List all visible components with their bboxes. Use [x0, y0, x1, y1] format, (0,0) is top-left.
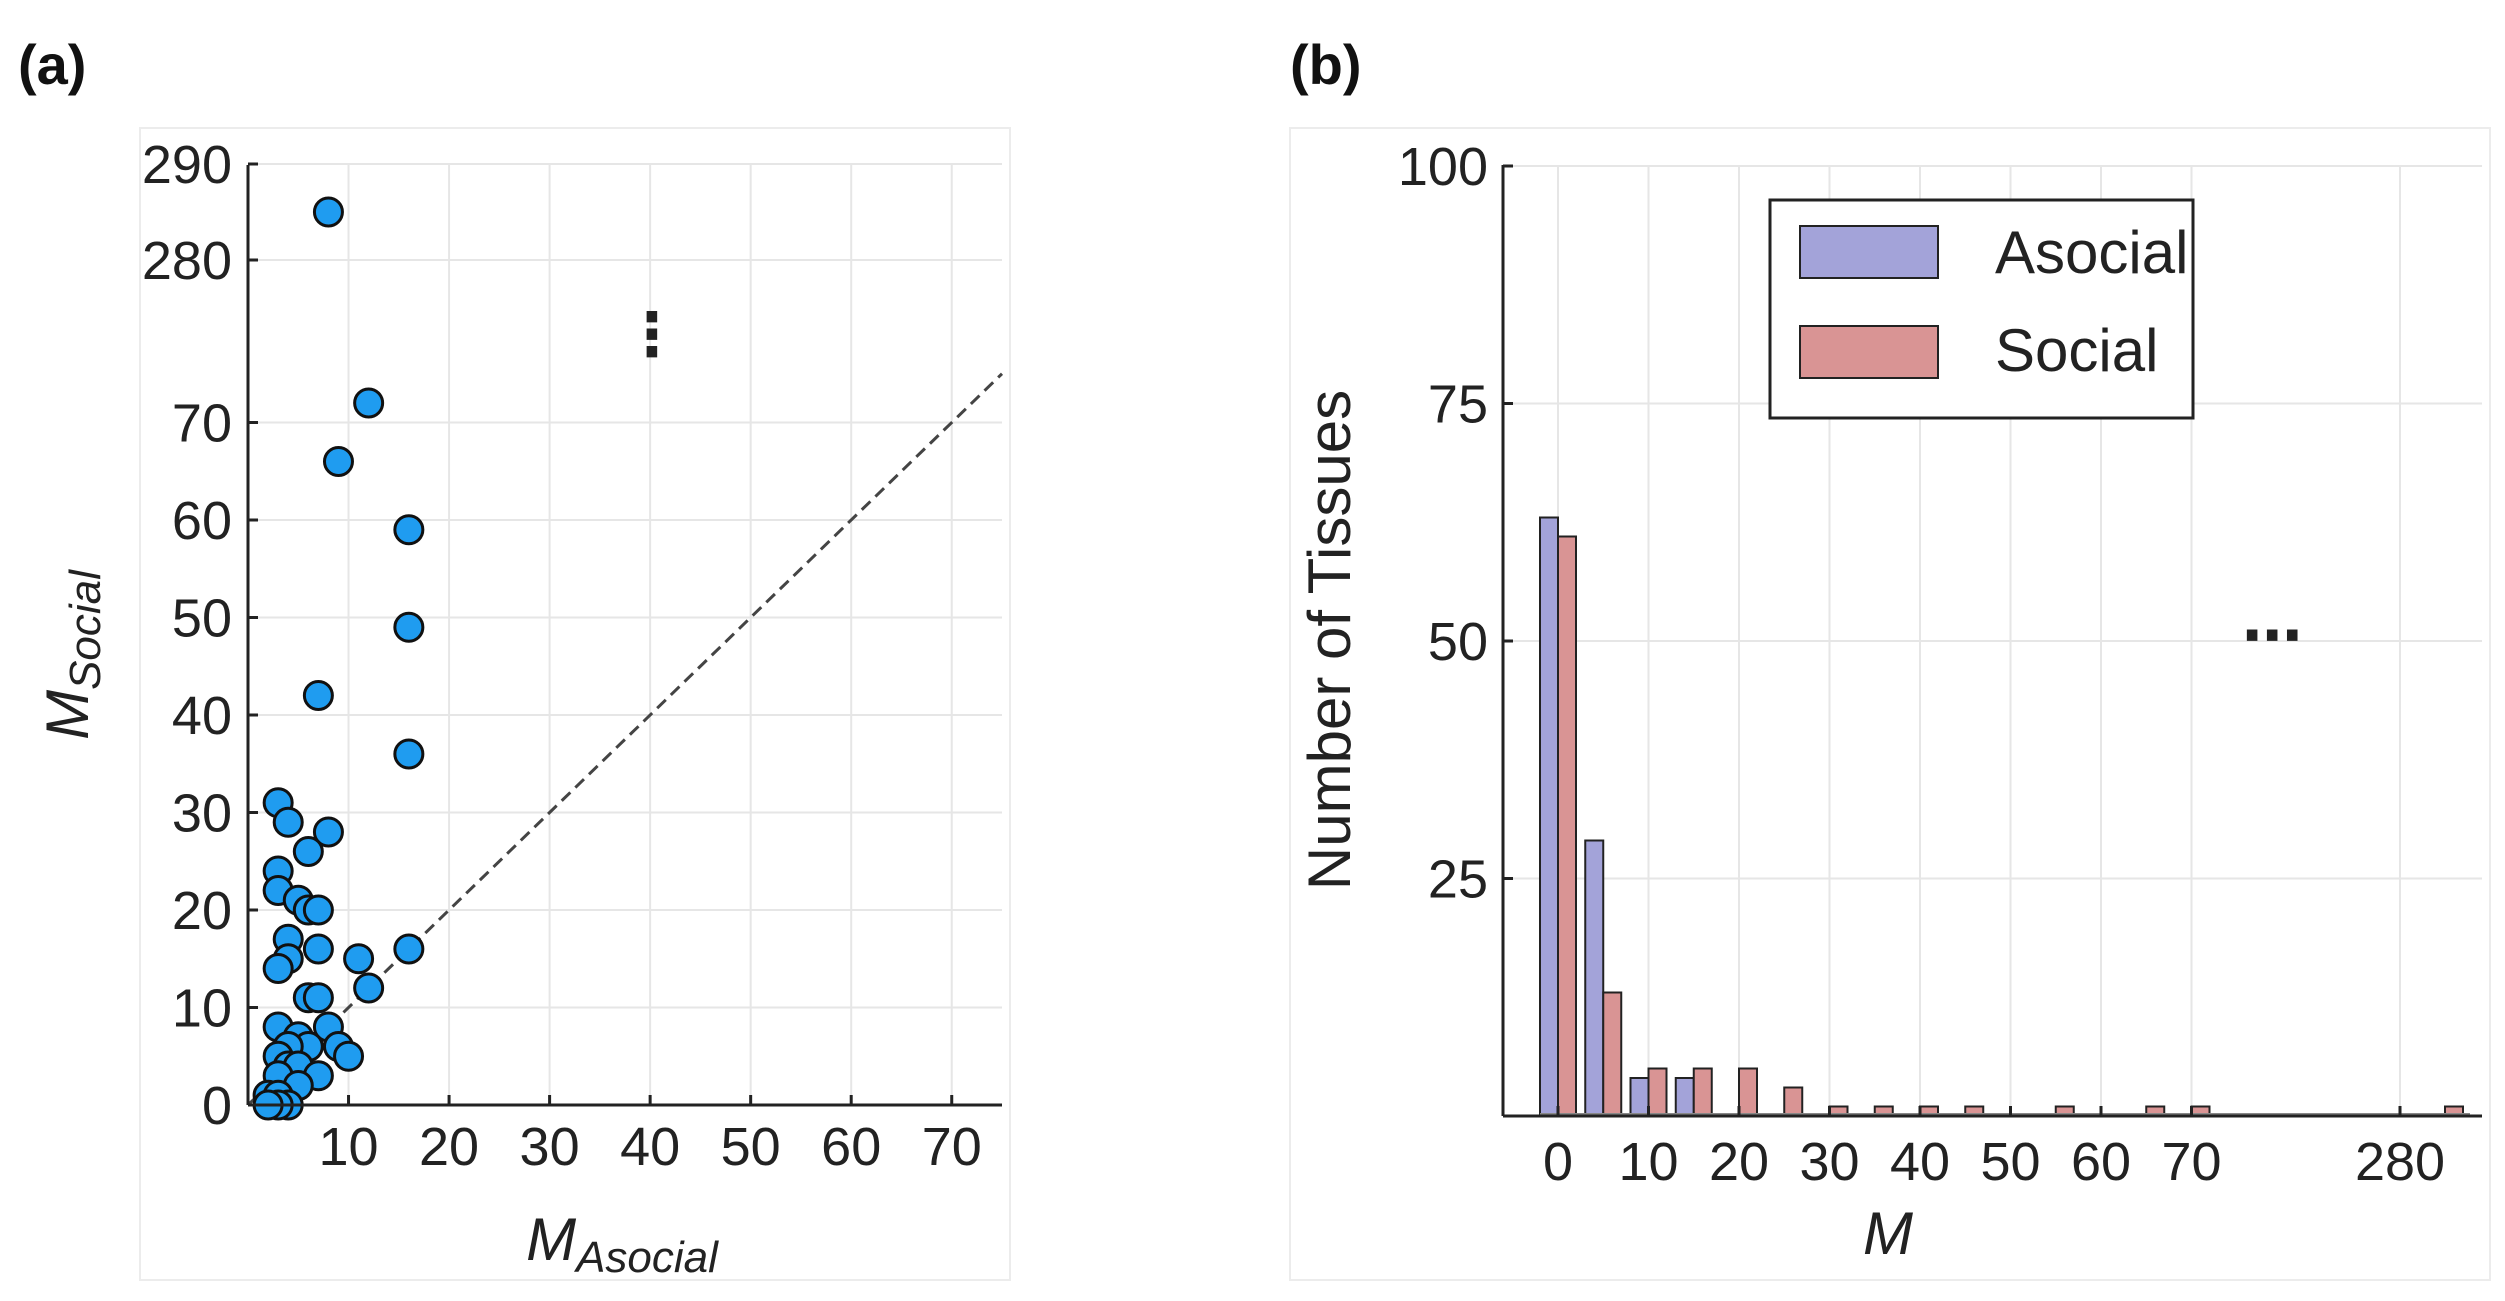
bar-social — [1692, 1067, 1713, 1117]
x-tick-label-b: 0 — [1543, 1132, 1573, 1192]
scatter-point — [353, 387, 385, 419]
x-axis-title-b: M — [1863, 1200, 1913, 1267]
bar-social — [1738, 1067, 1758, 1117]
scatter-point — [302, 680, 334, 711]
legend-label-asocial: Asocial — [1995, 219, 2188, 286]
x-tick-label-b: 70 — [2161, 1132, 2221, 1192]
bar-social — [1647, 1067, 1668, 1117]
x-axis-title-a-sub: Asocial — [573, 1233, 719, 1282]
x-tick-label-b: 280 — [2355, 1132, 2445, 1192]
y-tick-label-b: 50 — [1428, 612, 1488, 672]
x-axis-title-a-main: M — [526, 1206, 576, 1273]
y-tick-label-a: 40 — [172, 686, 232, 746]
scatter-point — [343, 943, 375, 975]
bar-asocial — [1674, 1077, 1695, 1117]
x-tick-label-b: 50 — [1980, 1132, 2040, 1192]
x-tick-labels-b: 0 10 20 30 40 50 60 70 280 — [1543, 1106, 2445, 1192]
legend-label-social: Social — [1995, 317, 2158, 384]
scatter-point — [272, 806, 304, 838]
x-tick-label-b: 40 — [1890, 1132, 1950, 1192]
y-tick-label-a: 0 — [202, 1076, 232, 1136]
panel-b-label: (b) — [1290, 33, 1362, 96]
legend-swatch-social — [1799, 325, 1939, 379]
bar-asocial — [1539, 516, 1559, 1117]
x-tick-label-a: 20 — [419, 1117, 479, 1177]
x-tick-label-a: 40 — [620, 1117, 680, 1177]
y-tick-label-a: 20 — [172, 881, 232, 941]
scatter-point — [393, 514, 425, 546]
x-axis-title-a: MAsocial — [526, 1206, 719, 1282]
vertical-ellipsis: ⋮ — [622, 301, 682, 368]
histogram-chart-panel-b: 25 50 75 100 0 10 20 30 40 50 60 70 280 ⋯ Asocial S… — [1289, 127, 2491, 1281]
y-tick-labels-a: 0 10 20 30 40 50 60 70 280 290 — [142, 135, 258, 1136]
x-tick-label-b: 20 — [1709, 1132, 1769, 1192]
y-tick-label-a: 70 — [172, 394, 232, 454]
scatter-point — [302, 933, 334, 965]
bar-social — [1557, 535, 1577, 1117]
x-tick-label-a: 70 — [922, 1117, 982, 1177]
plot-a-points — [252, 196, 425, 1121]
scatter-point — [333, 1040, 365, 1072]
y-tick-label-a: 290 — [142, 135, 232, 195]
x-tick-label-b: 60 — [2071, 1132, 2131, 1192]
scatter-point — [393, 738, 425, 770]
bar-social — [1783, 1086, 1804, 1117]
x-tick-label-a: 30 — [520, 1117, 580, 1177]
y-tick-label-a: 280 — [142, 231, 232, 291]
bar-asocial — [1629, 1077, 1650, 1117]
x-tick-label-a: 50 — [721, 1117, 781, 1177]
bar-social — [1602, 991, 1623, 1117]
panel-a-label: (a) — [18, 33, 86, 96]
y-axis-title-b: Number of Tissues — [1296, 390, 1363, 890]
scatter-point — [292, 836, 324, 867]
legend-swatch-asocial — [1799, 225, 1939, 279]
y-tick-label-b: 25 — [1428, 850, 1488, 910]
scatter-point — [393, 611, 425, 643]
bar-asocial — [1584, 839, 1605, 1117]
x-tick-label-b: 30 — [1799, 1132, 1859, 1192]
scatter-point — [302, 982, 334, 1014]
scatter-point — [262, 953, 294, 984]
y-axis-title-a-main: M — [34, 690, 101, 740]
y-axis-title-a-sub: Social — [61, 569, 110, 690]
y-tick-label-b: 100 — [1398, 137, 1488, 197]
scatter-point — [393, 933, 425, 965]
legend: Asocial Social — [1768, 198, 2195, 420]
y-tick-label-a: 10 — [172, 979, 232, 1039]
scatter-chart-panel-a: 0 10 20 30 40 50 60 70 280 290 10 20 30 40 50 60 70 ⋮ M… — [34, 127, 1011, 1282]
x-tick-label-b: 10 — [1618, 1132, 1678, 1192]
scatter-point — [353, 972, 385, 1004]
x-tick-label-a: 10 — [318, 1117, 378, 1177]
y-tick-label-b: 75 — [1428, 375, 1488, 435]
x-tick-labels-a: 10 20 30 40 50 60 70 — [318, 1095, 982, 1177]
plot-a-axes — [246, 165, 1002, 1107]
y-tick-labels-b: 25 50 75 100 — [1398, 137, 1513, 910]
horizontal-ellipsis: ⋯ — [2242, 602, 2302, 669]
scatter-point — [312, 196, 344, 228]
scatter-point — [322, 446, 354, 477]
y-tick-label-a: 30 — [172, 784, 232, 844]
y-axis-title-a: MSocial — [34, 569, 110, 740]
scatter-point — [312, 816, 344, 848]
x-tick-label-a: 60 — [821, 1117, 881, 1177]
y-tick-label-a: 50 — [172, 589, 232, 649]
scatter-point — [302, 894, 334, 926]
y-tick-label-a: 60 — [172, 491, 232, 551]
